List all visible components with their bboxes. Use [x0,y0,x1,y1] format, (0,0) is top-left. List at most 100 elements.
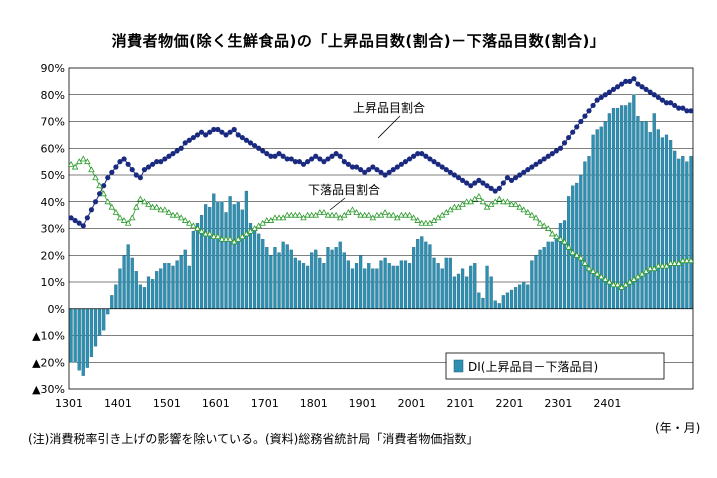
rise-point [455,175,462,181]
rise-point [508,177,515,183]
fall-point [610,281,617,288]
fall-point [226,235,234,242]
bar [452,276,457,309]
bar [310,252,314,309]
annotation-fall: 下落品目割合 [308,182,380,197]
fall-point [88,166,95,173]
rise-point [398,161,404,167]
bar [432,257,436,309]
rise-point [594,97,600,103]
fall-point [349,206,356,213]
bar-layer [69,94,693,376]
fall-point [202,230,209,237]
rise-point [655,94,661,101]
fall-point [116,214,124,221]
rise-point [521,169,527,175]
bar [399,260,404,309]
fall-point [206,230,213,237]
rise-point [680,105,686,111]
rise-point [203,132,209,138]
bar [354,263,359,309]
x-tick-label: 1801 [300,397,328,410]
rise-point [631,76,637,82]
rise-point [443,167,449,173]
rise-point [439,164,445,170]
fall-point [153,203,160,210]
x-axis-unit-label: (年・月) [655,421,701,435]
bar [269,255,273,309]
bar [371,268,375,309]
fall-point [520,206,528,213]
fall-point [540,222,548,229]
bar [126,244,130,309]
fall-point [165,209,173,215]
fall-point [463,198,470,205]
bar [150,279,155,309]
rise-point [125,161,131,167]
rise-point [337,153,343,159]
bar [350,268,355,309]
rise-point [300,161,307,167]
bar [509,289,514,309]
rise-point [150,161,156,167]
rise-point [186,137,192,143]
fall-point [544,225,552,231]
y-tick-label: 60% [41,142,65,155]
fall-point [683,257,691,264]
fall-point [316,209,324,215]
rise-point [537,159,543,165]
rise-point [476,177,482,183]
x-tick-label: 1301 [55,397,83,410]
bar [252,228,257,309]
fall-point [198,227,205,234]
x-tick-label: 2101 [447,397,475,410]
fall-point [137,195,144,202]
bar [277,252,281,309]
fall-point [553,233,560,240]
fall-point [589,267,597,274]
bar [575,182,579,309]
rise-point [353,164,360,170]
rise-point [288,156,294,162]
rise-point [370,164,376,170]
rise-point [256,145,262,151]
fall-point [389,211,397,218]
bar [420,236,424,309]
fall-point [161,206,169,213]
rise-point [614,84,621,90]
bar [171,265,175,309]
bar [489,276,493,309]
fall-point [414,217,421,223]
fall-point [557,235,564,242]
bar [636,116,640,309]
rise-point [113,164,119,170]
rise-point [309,156,315,162]
rise-point [619,81,625,87]
rise-point [374,167,380,173]
y-tick-label: ▲30% [32,383,65,396]
rise-point [415,151,421,157]
fall-point [687,257,695,264]
fall-point [381,209,389,215]
bar [167,263,171,309]
fall-point [275,214,283,221]
fall-point [565,243,572,250]
rise-point [651,92,657,98]
bar [673,150,677,309]
rise-point [423,153,429,159]
bar [261,239,265,309]
fall-point [524,209,532,215]
fall-point [320,209,328,215]
rise-point [349,164,356,170]
bar [97,308,102,336]
bar [138,284,142,309]
rise-point [659,97,666,103]
x-tick-label: 1601 [202,397,230,410]
rise-point [292,159,298,165]
fall-point [324,211,332,218]
footnote: (注)消費税率引き上げの影響を除いている。(資料)総務省統計局「消費者物価指数」 [28,432,479,446]
fall-point [361,211,368,218]
bar [644,121,648,309]
fall-point [495,195,503,202]
